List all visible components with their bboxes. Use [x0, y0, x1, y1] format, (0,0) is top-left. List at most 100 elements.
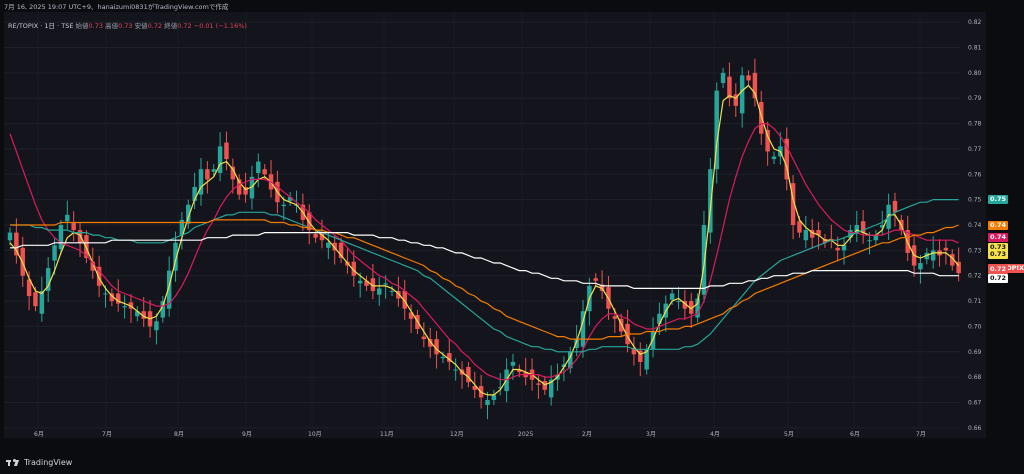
y-tick-label: 0.76 [968, 171, 982, 178]
y-tick-label: 0.67 [968, 400, 982, 407]
candle-body [657, 313, 662, 324]
y-tick-label: 0.68 [968, 374, 982, 381]
candle-body [930, 250, 936, 261]
low-label: 安値 [134, 22, 148, 30]
candle-body [434, 339, 439, 355]
candle-body [669, 293, 675, 300]
y-tick-label: 0.82 [968, 19, 982, 26]
candle-body [918, 263, 923, 270]
x-tick-label: 7月 [102, 431, 112, 438]
candle-body [166, 270, 172, 309]
y-tick-label: 0.70 [968, 323, 982, 330]
candle-body [924, 252, 930, 260]
candle-body [720, 72, 726, 83]
plot-area[interactable]: 0.82 0.81 0.80 0.79 0.78 0.77 0.76 0.75 0.74 0.73… [4, 12, 986, 438]
candle-body [771, 156, 777, 160]
candle-body [790, 183, 796, 225]
candle-body [542, 380, 548, 390]
open-value: 0.73 [88, 22, 103, 30]
ma-line-ma-200 [10, 232, 959, 289]
candle-body [33, 292, 38, 307]
candle-body [402, 290, 407, 309]
candle-body [90, 261, 95, 271]
y-tick-label: 0.73 [968, 247, 982, 254]
candle-body [332, 242, 337, 251]
x-tick-label: 12月 [450, 431, 464, 438]
candle-body [65, 214, 70, 222]
candle-body [109, 293, 115, 302]
candle-body [472, 386, 477, 390]
candle-body [873, 235, 879, 241]
candle-body [421, 336, 427, 340]
candle-body [217, 146, 223, 174]
candle-body [841, 245, 847, 251]
candle-body [956, 261, 961, 274]
price-badge: 0.74 [988, 220, 1009, 230]
candle-body [396, 290, 401, 299]
candle-body [631, 347, 637, 355]
candle-body [695, 298, 700, 318]
candle-body [498, 387, 503, 389]
candle-body [96, 266, 102, 286]
candle-body [313, 233, 318, 238]
candle-body [186, 204, 191, 224]
candle-body [103, 293, 108, 295]
candle-body [192, 186, 197, 201]
candle-body [593, 278, 598, 281]
candle-body [580, 311, 586, 347]
candle-body [517, 369, 522, 373]
change-value: −0.01 (−1.16%) [193, 22, 247, 30]
ohlc-header: RE/TOPIX · 1日 · TSE 始値0.73 高値0.73 安値0.72… [8, 20, 247, 30]
candle-body [39, 290, 45, 314]
price-badge: 0.75 [988, 195, 1009, 205]
candle-body [7, 232, 13, 241]
candle-body [45, 268, 51, 291]
candle-body [256, 161, 261, 174]
candle-body [71, 222, 76, 231]
candle-body [739, 75, 745, 114]
price-badge: 0.72 [988, 273, 1009, 283]
candle-body [867, 240, 872, 242]
candle-body [765, 129, 770, 152]
candle-body [708, 169, 713, 233]
candle-body [822, 238, 828, 243]
candle-body [574, 339, 579, 348]
tradingview-logo-icon [6, 458, 20, 467]
candle-body [682, 301, 688, 309]
ma-line-ma-fast [9, 84, 960, 396]
candle-body [701, 225, 707, 295]
candle-body [116, 293, 121, 304]
x-tick-label: 10月 [308, 431, 322, 438]
y-tick-label: 0.80 [968, 70, 982, 77]
y-tick-label: 0.78 [968, 121, 982, 128]
candle-body [370, 278, 376, 291]
candle-body [752, 72, 758, 99]
candle-body [950, 254, 955, 266]
x-tick-label: 7月 [916, 431, 926, 438]
symbol-label: RE/TOPIX · 1日 · TSE [8, 22, 74, 30]
candle-body [135, 311, 140, 317]
close-label: 終値 [164, 22, 178, 30]
candle-body [319, 233, 325, 241]
candle-body [892, 200, 898, 213]
candle-body [236, 179, 242, 195]
brand-name: TradingView [24, 458, 73, 467]
candle-body [714, 90, 719, 170]
y-tick-label: 0.69 [968, 349, 982, 356]
y-tick-label: 0.66 [968, 425, 982, 432]
candle-body [536, 383, 541, 385]
candle-body [676, 301, 681, 303]
candle-body [211, 169, 216, 172]
candle-body [281, 204, 286, 206]
candle-body [179, 219, 185, 236]
candle-body [548, 379, 554, 398]
y-tick-label: 0.77 [968, 146, 982, 153]
candle-body [746, 75, 751, 81]
candle-body [243, 186, 248, 195]
candle-body [727, 76, 732, 99]
price-badge: 0.73 [988, 243, 1009, 253]
candle-body [205, 169, 210, 180]
candle-body [427, 339, 433, 347]
price-chart[interactable]: 0.82 0.81 0.80 0.79 0.78 0.77 0.76 0.75 0.74 0.73… [4, 12, 986, 438]
x-tick-label: 3月 [646, 431, 656, 438]
